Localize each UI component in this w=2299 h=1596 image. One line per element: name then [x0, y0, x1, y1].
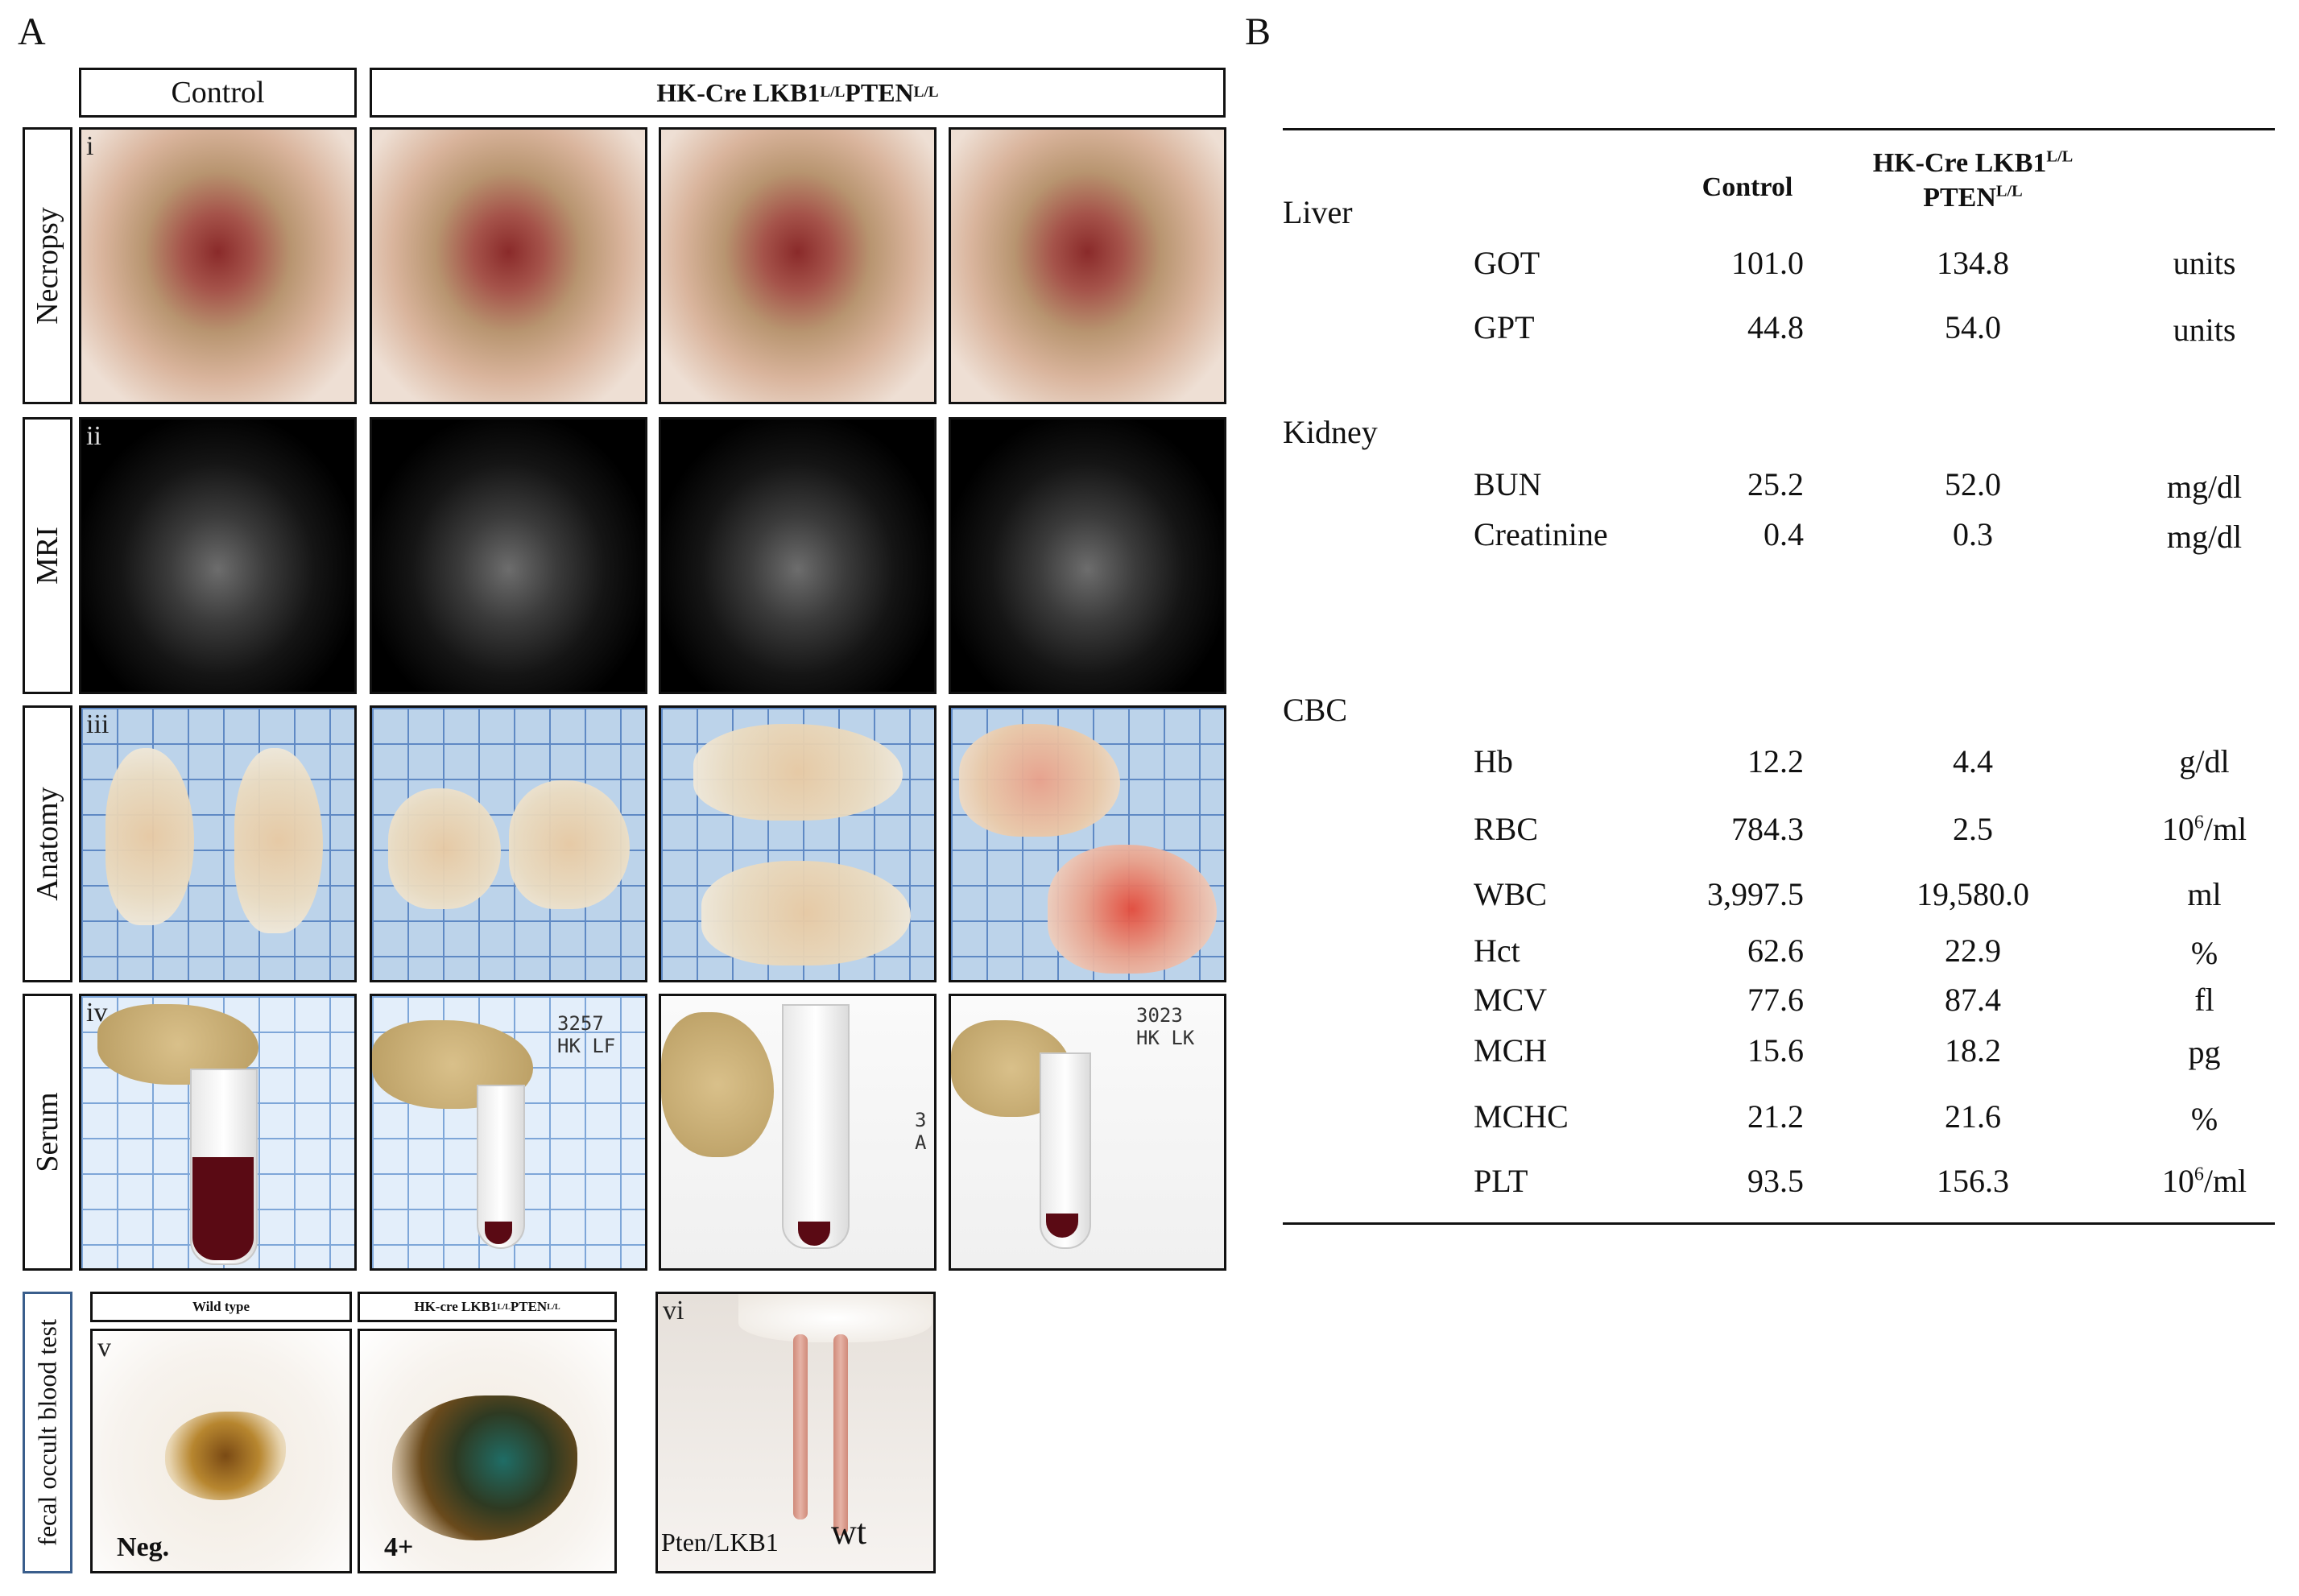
unit-bun: mg/dl	[2166, 469, 2243, 505]
test-rbc: RBC	[1474, 811, 1539, 847]
table-top-rule	[1283, 128, 2275, 130]
value-hb-control: 12.2	[1747, 743, 1804, 779]
test-got: GOT	[1474, 245, 1540, 281]
value-got-mutant: 134.8	[1937, 245, 2009, 281]
tail-label-pten-lkb1: Pten/LKB1	[661, 1528, 779, 1557]
fobt-result-positive: 4+	[384, 1532, 414, 1562]
value-wbc-control: 3,997.5	[1707, 876, 1804, 912]
test-mcv: MCV	[1474, 982, 1548, 1018]
test-hb: Hb	[1474, 743, 1513, 779]
value-mch-mutant: 18.2	[1945, 1032, 2001, 1069]
unit-mcv: fl	[2194, 982, 2214, 1018]
mri-scan-mutant-3	[949, 417, 1226, 694]
test-wbc: WBC	[1474, 876, 1548, 912]
test-mchc: MCHC	[1474, 1098, 1569, 1135]
unit-mchc: %	[2190, 1101, 2218, 1137]
test-plt: PLT	[1474, 1163, 1528, 1199]
serum-tube-label-3: 3 A	[915, 1109, 927, 1154]
row-label-serum: Serum	[23, 994, 72, 1271]
value-gpt-mutant: 54.0	[1945, 309, 2001, 345]
serum-tube-mutant-1: 3257 HK LF	[370, 994, 647, 1271]
necropsy-photo-mutant-3	[949, 127, 1226, 404]
row-label-anatomy: Anatomy	[23, 705, 72, 982]
fobt-mutant-header: HK-cre LKB1 L/L PTEN L/L	[358, 1292, 617, 1322]
serum-tube-label-3257: 3257 HK LF	[557, 1012, 616, 1057]
serum-tube-mutant-3: 3023 HK LK	[949, 994, 1226, 1271]
table-header-control: Control	[1702, 172, 1793, 202]
anatomy-photo-mutant-2	[659, 705, 937, 982]
value-gpt-control: 44.8	[1747, 309, 1804, 345]
mri-scan-mutant-1	[370, 417, 647, 694]
value-hb-mutant: 4.4	[1953, 743, 1993, 779]
test-creatinine: Creatinine	[1474, 516, 1608, 552]
panel-a-letter: A	[18, 10, 46, 53]
unit-wbc: ml	[2187, 876, 2222, 912]
group-liver: Liver	[1283, 194, 1353, 230]
unit-hct: %	[2190, 935, 2218, 971]
mouse-tails-photo: vi Pten/LKB1 wt	[655, 1292, 936, 1573]
fobt-result-negative: Neg.	[117, 1532, 170, 1562]
row-label-necropsy: Necropsy	[23, 127, 72, 404]
value-creatinine-control: 0.4	[1764, 516, 1804, 552]
value-hct-mutant: 22.9	[1945, 932, 2001, 969]
necropsy-photo-mutant-1	[370, 127, 647, 404]
unit-gpt: units	[2173, 312, 2236, 348]
test-bun: BUN	[1474, 466, 1542, 502]
unit-got: units	[2173, 245, 2236, 281]
unit-plt: 106/ml	[2161, 1163, 2247, 1199]
value-rbc-mutant: 2.5	[1953, 811, 1993, 847]
value-mchc-mutant: 21.6	[1945, 1098, 2001, 1135]
group-kidney: Kidney	[1283, 414, 1378, 450]
fobt-card-wild-type: v Neg.	[90, 1329, 352, 1573]
test-gpt: GPT	[1474, 309, 1535, 345]
unit-rbc: 106/ml	[2161, 811, 2247, 847]
test-mch: MCH	[1474, 1032, 1548, 1069]
value-got-control: 101.0	[1731, 245, 1804, 281]
table-bottom-rule	[1283, 1222, 2275, 1225]
group-cbc: CBC	[1283, 692, 1348, 728]
value-mchc-control: 21.2	[1747, 1098, 1804, 1135]
value-creatinine-mutant: 0.3	[1953, 516, 1993, 552]
mri-scan-control: ii	[79, 417, 357, 694]
anatomy-photo-control: iii	[79, 705, 357, 982]
value-hct-control: 62.6	[1747, 932, 1804, 969]
row-label-mri: MRI	[23, 417, 72, 694]
value-mcv-control: 77.6	[1747, 982, 1804, 1018]
unit-hb: g/dl	[2179, 743, 2230, 779]
anatomy-photo-mutant-1	[370, 705, 647, 982]
necropsy-photo-control: i	[79, 127, 357, 404]
mutant-column-header: HK-Cre LKB1 L/L PTEN L/L	[370, 68, 1226, 118]
value-rbc-control: 784.3	[1731, 811, 1804, 847]
fobt-card-mutant: 4+	[358, 1329, 617, 1573]
value-bun-control: 25.2	[1747, 466, 1804, 502]
serum-tube-label-3023: 3023 HK LK	[1136, 1004, 1195, 1049]
value-wbc-mutant: 19,580.0	[1917, 876, 2029, 912]
table-header-mutant: HK-Cre LKB1L/L PTENL/L	[1872, 147, 2074, 213]
value-mch-control: 15.6	[1747, 1032, 1804, 1069]
value-mcv-mutant: 87.4	[1945, 982, 2001, 1018]
unit-creatinine: mg/dl	[2166, 519, 2243, 555]
panel-b-letter: B	[1245, 10, 1271, 53]
fobt-wild-type-header: Wild type	[90, 1292, 352, 1322]
value-plt-mutant: 156.3	[1937, 1163, 2009, 1199]
tail-label-wt: wt	[831, 1512, 866, 1552]
serum-tube-control: iv	[79, 994, 357, 1271]
fobt-side-label: fecal occult blood test	[23, 1292, 72, 1573]
mri-scan-mutant-2	[659, 417, 937, 694]
value-bun-mutant: 52.0	[1945, 466, 2001, 502]
control-column-header: Control	[79, 68, 357, 118]
unit-mch: pg	[2188, 1034, 2221, 1070]
necropsy-photo-mutant-2	[659, 127, 937, 404]
test-hct: Hct	[1474, 932, 1520, 969]
anatomy-photo-mutant-3	[949, 705, 1226, 982]
serum-tube-mutant-2: 3 A	[659, 994, 937, 1271]
value-plt-control: 93.5	[1747, 1163, 1804, 1199]
